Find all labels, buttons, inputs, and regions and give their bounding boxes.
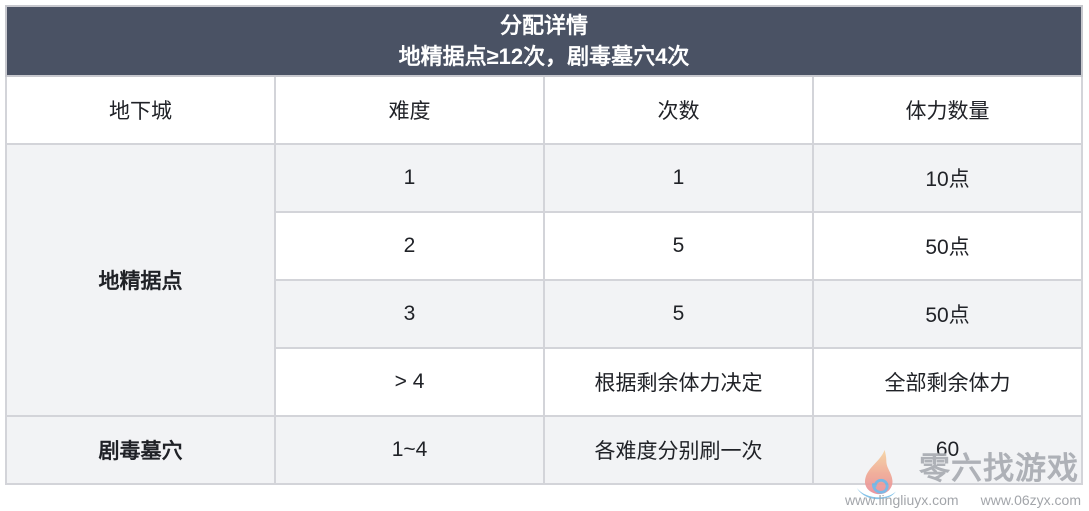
difficulty-cell: 3 [274,279,545,349]
difficulty-cell: 2 [274,211,545,281]
column-header-dungeon: 地下城 [5,75,276,145]
table-title: 分配详情 [499,13,588,38]
column-header-times: 次数 [543,75,814,145]
table-title-cell: 分配详情 地精据点≥12次，剧毒墓穴4次 [5,5,1083,77]
times-cell: 各难度分别刷一次 [543,415,814,485]
difficulty-cell: 1~4 [274,415,545,485]
brand-url-left: www.lingliuyx.com [845,492,959,508]
dungeon-cell: 剧毒墓穴 [5,415,276,485]
dungeon-cell: 地精据点 [5,143,276,417]
column-header-stamina: 体力数量 [812,75,1083,145]
stamina-cell: 50点 [812,279,1083,349]
stamina-cell: 10点 [812,143,1083,213]
difficulty-cell: 1 [274,143,545,213]
stamina-cell: 全部剩余体力 [812,347,1083,417]
times-cell: 1 [543,143,814,213]
brand-urls: www.lingliuyx.com www.06zyx.com [845,492,1081,508]
difficulty-cell: > 4 [274,347,545,417]
stamina-cell: 60 [812,415,1083,485]
table-row: 3 5 50点 [6,279,1083,349]
column-header-difficulty: 难度 [274,75,545,145]
table-row: 剧毒墓穴 1~4 各难度分别刷一次 60 [5,415,1083,485]
times-cell: 5 [543,211,814,281]
times-cell: 5 [543,279,814,349]
column-header-row: 地下城 难度 次数 体力数量 [5,75,1083,145]
table-row: 地精据点 1 1 10点 [5,143,1083,417]
stamina-cell: 50点 [812,211,1083,281]
table-row: 2 5 50点 [6,211,1083,281]
brand-url-right: www.06zyx.com [980,492,1081,508]
table-row: > 4 根据剩余体力决定 全部剩余体力 [6,347,1083,417]
table-title-row: 分配详情 地精据点≥12次，剧毒墓穴4次 [5,5,1083,77]
allocation-table: 分配详情 地精据点≥12次，剧毒墓穴4次 地下城 难度 次数 体力数量 地精据点… [5,5,1083,485]
table-subtitle: 地精据点≥12次，剧毒墓穴4次 [398,44,690,69]
times-cell: 根据剩余体力决定 [543,347,814,417]
